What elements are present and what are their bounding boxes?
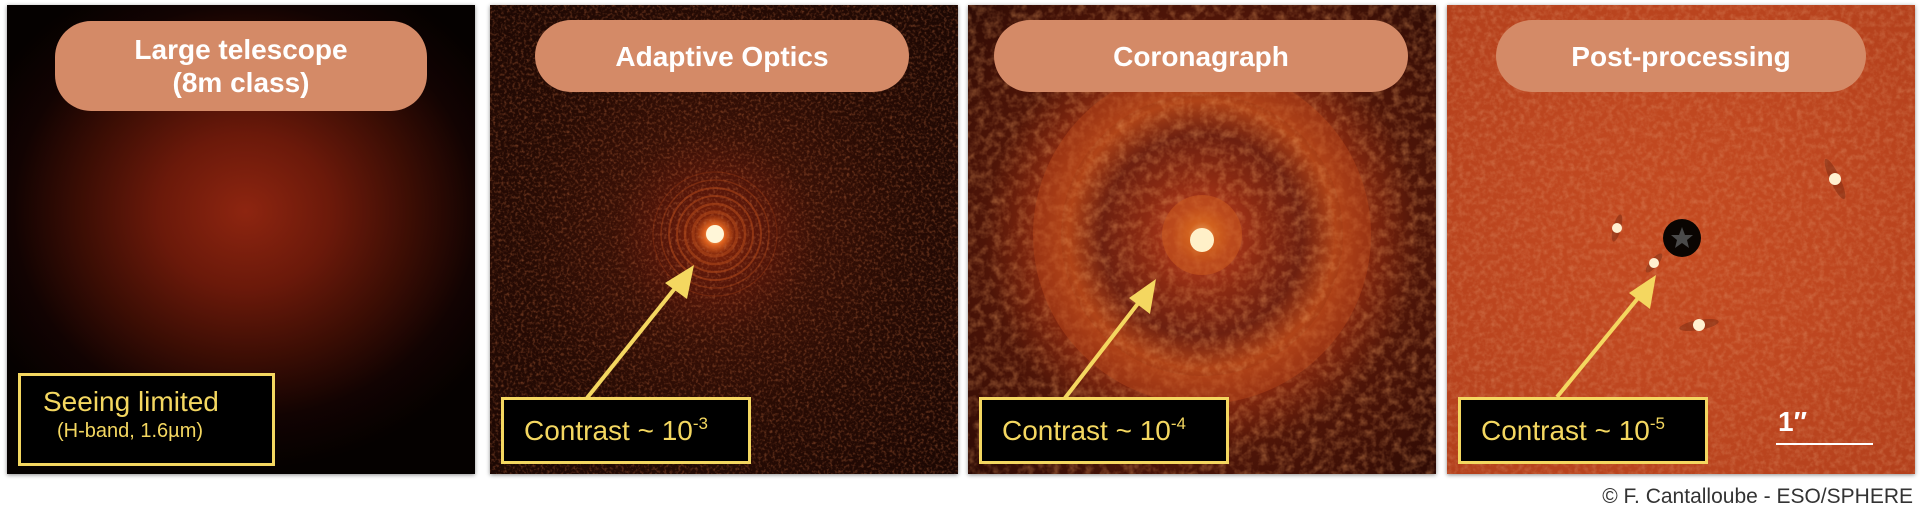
image-credit: © F. Cantalloube - ESO/SPHERE: [1602, 485, 1913, 508]
contrast-box: Contrast ~ 10-3: [501, 397, 751, 464]
planet-d: [1679, 318, 1719, 332]
box-label: Contrast ~ 10-5: [1481, 414, 1665, 446]
planets-overlay: [1555, 158, 1846, 399]
panel-large-telescope: Large telescope (8m class) Seeing limite…: [7, 5, 475, 474]
pointer-arrow: [1555, 275, 1656, 399]
panel-adaptive-optics: Adaptive Optics Contrast ~ 10-3: [490, 5, 958, 474]
box-label: Seeing limited: [43, 386, 219, 417]
panel-title-text: Post-processing: [1571, 40, 1791, 72]
pointer-arrow: [585, 265, 694, 400]
panel-title-text: Coronagraph: [1113, 40, 1289, 72]
box-label: Contrast ~ 10-4: [1002, 414, 1186, 446]
star-psf: [706, 225, 724, 243]
panel-title: Coronagraph: [994, 20, 1408, 92]
panel-title: Post-processing: [1496, 20, 1866, 92]
panel-title-line2: (8m class): [172, 67, 310, 98]
panel-title-text: Adaptive Optics: [615, 40, 829, 72]
scale-bar: [1776, 443, 1873, 445]
planet-e: [1645, 253, 1663, 273]
planet-c: [1611, 214, 1623, 242]
airy-rings: [585, 171, 778, 400]
pointer-arrow: [1063, 279, 1156, 400]
scale-bar-label: 1″: [1778, 406, 1807, 437]
star-residual: [1190, 228, 1214, 252]
panel-title: Large telescope (8m class): [55, 21, 427, 111]
panel-coronagraph: Coronagraph Contrast ~ 10-4: [968, 5, 1436, 474]
planet-b: [1824, 158, 1846, 200]
panel-title: Adaptive Optics: [535, 20, 909, 92]
panel-post-processing: Post-processing Contrast ~ 10-5 1″: [1447, 5, 1915, 474]
box-label: Contrast ~ 10-3: [524, 414, 708, 446]
box-exponent: -5: [1649, 414, 1665, 433]
box-exponent: -4: [1170, 414, 1186, 433]
box-exponent: -3: [692, 414, 708, 433]
contrast-box: Contrast ~ 10-5: [1458, 397, 1708, 464]
box-sublabel: (H-band, 1.6µm): [57, 420, 204, 442]
seeing-limited-box: Seeing limited (H-band, 1.6µm): [18, 373, 275, 466]
star-mask-icon: [1663, 219, 1701, 257]
contrast-box: Contrast ~ 10-4: [979, 397, 1229, 464]
panel-title-line1: Large telescope: [134, 34, 348, 65]
